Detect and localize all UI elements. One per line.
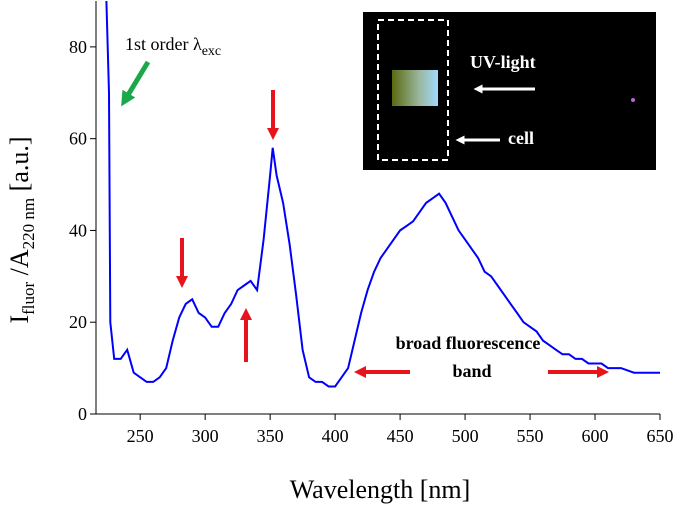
y-label-part: /A [5, 249, 34, 282]
arrows [121, 60, 609, 378]
y-label-part: [a.u.] [5, 136, 34, 197]
band-label-line2: band [452, 361, 491, 381]
y-label-sub: 220 nm [19, 198, 38, 249]
y-tick-label: 0 [78, 404, 87, 424]
x-axis-label: Wavelength [nm] [290, 475, 471, 504]
x-tick-label: 300 [192, 426, 219, 446]
y-label-sub: fluor [19, 281, 38, 314]
x-tick-label: 400 [322, 426, 349, 446]
cell-label: cell [508, 128, 534, 148]
x-tick-label: 550 [517, 426, 544, 446]
cell-outline [377, 19, 449, 161]
axes: 0 20 40 60 80 250 300 350 400 450 500 550 600 650 [69, 0, 674, 446]
light-spot [631, 98, 635, 102]
y-tick-label: 40 [69, 220, 87, 240]
cell-glow [392, 70, 438, 106]
excitation-sub: exc [202, 44, 221, 59]
excitation-arrow [121, 60, 151, 107]
y-label-part: I [5, 315, 34, 324]
x-tick-label: 500 [452, 426, 479, 446]
band-label-line1: broad fluorescence [396, 333, 541, 353]
y-tick-label: 60 [69, 129, 87, 149]
inset-photo: UV-light cell [363, 12, 656, 170]
excitation-label: 1st order λexc [125, 34, 221, 59]
x-tick-label: 600 [582, 426, 609, 446]
spectrum-line [105, 0, 660, 388]
y-tick-label: 80 [69, 37, 87, 57]
x-tick-label: 250 [127, 426, 154, 446]
uv-light-label: UV-light [470, 52, 536, 72]
y-tick-label: 20 [69, 312, 87, 332]
x-tick-label: 350 [257, 426, 284, 446]
excitation-main: 1st order λ [125, 34, 202, 54]
x-tick-label: 450 [387, 426, 414, 446]
y-axis-label: Ifluor /A220 nm [a.u.] [5, 136, 38, 323]
x-tick-label: 650 [647, 426, 674, 446]
